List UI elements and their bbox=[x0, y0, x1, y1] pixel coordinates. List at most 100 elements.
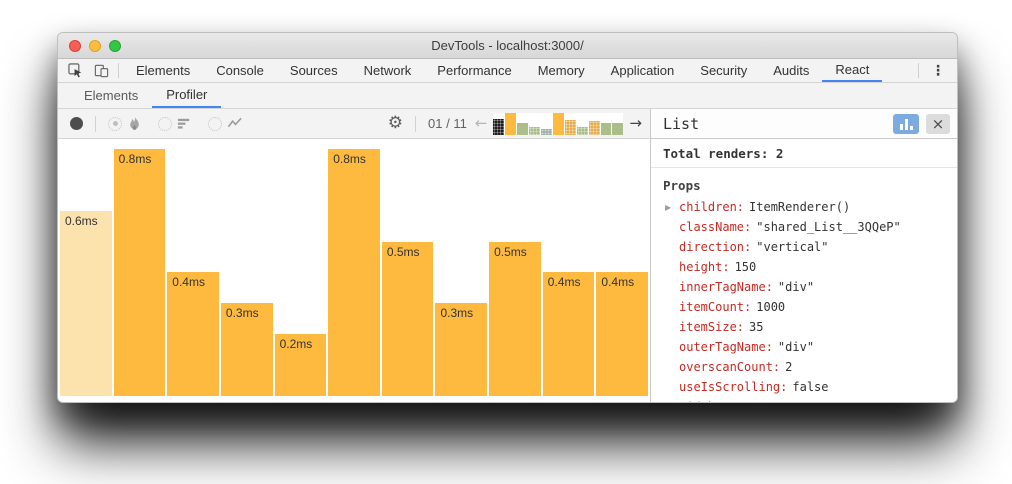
settings-gear-icon[interactable]: ⚙ bbox=[387, 113, 404, 133]
flame-icon bbox=[130, 116, 139, 130]
tab-memory[interactable]: Memory bbox=[537, 63, 585, 78]
prop-row-useIsScrolling: useIsScrolling: false bbox=[663, 377, 945, 397]
commit-bar-9[interactable]: 0.5ms bbox=[489, 242, 541, 396]
snapshot-minimap[interactable] bbox=[493, 112, 624, 135]
minimap-snapshot-bar-3[interactable] bbox=[517, 122, 529, 135]
commit-bar-label: 0.4ms bbox=[547, 275, 581, 289]
toolbar-separator-2 bbox=[415, 115, 417, 132]
prop-value: "vertical" bbox=[756, 240, 829, 254]
commit-bar-label: 0.4ms bbox=[172, 275, 205, 289]
prop-row-itemSize: itemSize: 35 bbox=[663, 317, 945, 337]
tab-sources[interactable]: Sources bbox=[289, 63, 338, 78]
ranked-chart-icon bbox=[177, 118, 190, 129]
total-renders-label: Total renders: bbox=[663, 146, 769, 161]
total-renders-value: 2 bbox=[775, 146, 784, 161]
commit-bar-7[interactable]: 0.5ms bbox=[381, 242, 434, 396]
commit-bar-label: 0.5ms bbox=[494, 245, 527, 259]
commit-bar-5[interactable]: 0.2ms bbox=[274, 334, 327, 396]
tab-react[interactable]: React bbox=[822, 59, 883, 82]
view-mode-ranked bbox=[158, 116, 192, 131]
next-snapshot-arrow-icon[interactable]: → bbox=[629, 114, 642, 132]
minimap-snapshot-bar-4[interactable] bbox=[529, 126, 541, 135]
prop-key: outerTagName: bbox=[679, 340, 773, 354]
prop-row-direction: direction: "vertical" bbox=[663, 237, 945, 257]
profiler-panel: ⚙ 01 / 11 ← → 0.6ms 0.8ms 0.4ms 0.3ms 0.2ms 0… bbox=[58, 109, 650, 402]
bar-chart-icon bbox=[904, 118, 908, 130]
prop-value: 2 bbox=[785, 360, 793, 374]
minimap-snapshot-bar-6[interactable] bbox=[552, 112, 564, 135]
view-mode-interactions bbox=[208, 116, 243, 131]
prop-key: innerTagName: bbox=[679, 280, 773, 294]
prop-value: "div" bbox=[777, 340, 815, 354]
prop-key: height: bbox=[679, 260, 730, 274]
expand-triangle-icon[interactable]: ▶ bbox=[665, 202, 672, 212]
flamegraph-radio[interactable] bbox=[108, 116, 122, 131]
prop-row-height: height: 150 bbox=[663, 257, 945, 277]
minimap-snapshot-bar-1[interactable] bbox=[493, 118, 505, 135]
interactions-radio[interactable] bbox=[208, 116, 222, 131]
minimize-window-button[interactable] bbox=[89, 40, 101, 52]
react-subtabbar: Elements Profiler bbox=[58, 83, 957, 109]
commit-bar-10[interactable]: 0.4ms bbox=[542, 272, 595, 396]
minimap-snapshot-bar-7[interactable] bbox=[564, 119, 576, 135]
commit-bar-11[interactable]: 0.4ms bbox=[596, 272, 649, 396]
toolbar-separator bbox=[95, 115, 96, 132]
tabbar-right: ⋮ bbox=[918, 59, 957, 82]
prop-key: direction: bbox=[679, 240, 752, 254]
minimap-snapshot-bar-10[interactable] bbox=[600, 122, 612, 135]
devtools-window: DevTools - localhost:3000/ E bbox=[57, 32, 958, 403]
ranked-radio[interactable] bbox=[158, 116, 172, 131]
commit-bar-8[interactable]: 0.3ms bbox=[435, 303, 488, 396]
prop-row-children[interactable]: ▶ children: ItemRenderer() bbox=[663, 197, 945, 217]
inspect-element-icon[interactable] bbox=[66, 62, 84, 80]
commit-bar-label: 0.4ms bbox=[601, 275, 635, 289]
commit-bar-1[interactable]: 0.6ms bbox=[60, 211, 112, 396]
device-toolbar-icon[interactable] bbox=[92, 62, 110, 80]
close-panel-button[interactable]: × bbox=[926, 113, 950, 134]
prop-value: ItemRenderer() bbox=[749, 200, 851, 214]
more-options-icon[interactable]: ⋮ bbox=[931, 62, 945, 79]
prop-value: "shared_List__3QQeP" bbox=[756, 220, 901, 234]
tab-security[interactable]: Security bbox=[700, 63, 748, 78]
tab-performance[interactable]: Performance bbox=[437, 63, 512, 78]
commit-bar-4[interactable]: 0.3ms bbox=[220, 303, 273, 396]
tab-elements[interactable]: Elements bbox=[136, 63, 191, 78]
commit-bar-label: 0.2ms bbox=[279, 337, 313, 351]
component-details-panel: List × Total renders: 2 Props ▶ children bbox=[650, 109, 957, 402]
minimap-snapshot-bar-5[interactable] bbox=[541, 128, 552, 135]
close-window-button[interactable] bbox=[69, 40, 81, 52]
commit-bar-6[interactable]: 0.8ms bbox=[328, 149, 380, 396]
minimap-snapshot-bar-8[interactable] bbox=[576, 126, 588, 135]
tab-network[interactable]: Network bbox=[363, 63, 412, 78]
commit-bar-label: 0.6ms bbox=[65, 214, 98, 228]
tabbar-separator-right bbox=[918, 63, 919, 78]
record-button[interactable] bbox=[70, 117, 83, 130]
prop-value: false bbox=[792, 380, 829, 394]
subtab-profiler[interactable]: Profiler bbox=[152, 83, 222, 108]
window-title: DevTools - localhost:3000/ bbox=[431, 38, 584, 53]
view-render-chart-button[interactable] bbox=[893, 113, 919, 134]
minimap-snapshot-bar-2[interactable] bbox=[505, 112, 517, 135]
profiler-toolbar: ⚙ 01 / 11 ← → bbox=[58, 109, 650, 139]
commit-bar-label: 0.8ms bbox=[333, 152, 366, 166]
prop-key: className: bbox=[679, 220, 752, 234]
commit-bar-3[interactable]: 0.4ms bbox=[167, 272, 219, 396]
prop-row-innerTagName: innerTagName: "div" bbox=[663, 277, 945, 297]
component-details-header: List × bbox=[651, 109, 957, 139]
subtab-elements[interactable]: Elements bbox=[84, 88, 139, 103]
prop-row-overscanCount: overscanCount: 2 bbox=[663, 357, 945, 377]
commit-bar-2[interactable]: 0.8ms bbox=[113, 149, 166, 396]
prev-snapshot-arrow-icon[interactable]: ← bbox=[474, 114, 488, 132]
tab-audits[interactable]: Audits bbox=[773, 63, 810, 78]
prop-key: width: bbox=[679, 400, 722, 402]
component-name: List bbox=[663, 114, 700, 133]
tab-console[interactable]: Console bbox=[216, 63, 264, 78]
tabbar-left-icons bbox=[58, 59, 123, 82]
minimap-snapshot-bar-11[interactable] bbox=[612, 122, 624, 135]
tab-application[interactable]: Application bbox=[610, 63, 675, 78]
maximize-window-button[interactable] bbox=[109, 40, 121, 52]
commit-bar-label: 0.3ms bbox=[225, 306, 259, 320]
prop-row-itemCount: itemCount: 1000 bbox=[663, 297, 945, 317]
commit-bar-label: 0.5ms bbox=[386, 245, 420, 259]
minimap-snapshot-bar-9[interactable] bbox=[588, 120, 600, 135]
